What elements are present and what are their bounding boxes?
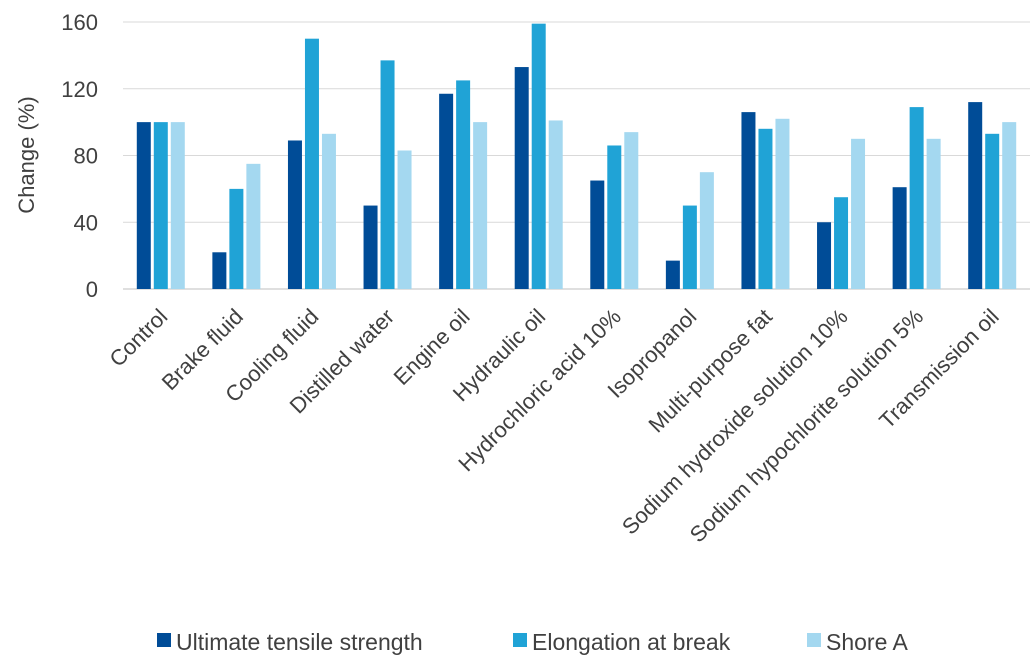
bar bbox=[397, 150, 412, 289]
legend-label: Ultimate tensile strength bbox=[176, 629, 423, 655]
y-tick-label: 80 bbox=[74, 144, 98, 169]
bar bbox=[590, 180, 605, 289]
bar bbox=[439, 93, 454, 289]
bar bbox=[363, 205, 378, 289]
bar bbox=[665, 260, 680, 289]
bar bbox=[985, 133, 1000, 289]
bar bbox=[170, 122, 185, 289]
bar bbox=[456, 80, 471, 289]
legend: Ultimate tensile strength Elongation at b… bbox=[157, 629, 908, 655]
bar bbox=[229, 188, 244, 289]
y-tick-label: 0 bbox=[86, 277, 98, 302]
bar bbox=[548, 120, 563, 289]
x-tick-label: Control bbox=[105, 304, 173, 372]
bars bbox=[136, 23, 1017, 290]
legend-swatch bbox=[157, 633, 171, 647]
bar bbox=[1002, 122, 1017, 289]
bar bbox=[775, 118, 790, 289]
bar bbox=[892, 187, 907, 289]
bar bbox=[321, 133, 336, 289]
bar bbox=[531, 23, 546, 289]
legend-label: Shore A bbox=[826, 629, 908, 655]
bar bbox=[834, 197, 849, 289]
grid-lines bbox=[123, 21, 1030, 290]
legend-swatch bbox=[807, 633, 821, 647]
bar bbox=[758, 128, 773, 289]
bar bbox=[926, 138, 941, 289]
bar bbox=[682, 205, 697, 289]
bar bbox=[699, 172, 714, 289]
legend-label: Elongation at break bbox=[532, 629, 731, 655]
bar bbox=[741, 112, 756, 289]
bar bbox=[817, 222, 832, 289]
bar bbox=[136, 122, 151, 289]
bar bbox=[304, 38, 319, 289]
bar bbox=[380, 60, 395, 289]
y-tick-label: 40 bbox=[74, 210, 98, 235]
bar bbox=[153, 122, 168, 289]
y-tick-label: 120 bbox=[61, 77, 98, 102]
y-tick-label: 160 bbox=[61, 10, 98, 35]
y-tick-labels: 0 40 80 120 160 bbox=[61, 10, 98, 302]
bar bbox=[212, 252, 227, 289]
bar bbox=[246, 163, 261, 289]
y-axis-label: Change (%) bbox=[14, 96, 39, 213]
bar bbox=[968, 102, 983, 289]
bar bbox=[909, 107, 924, 289]
bar bbox=[624, 132, 639, 289]
bar bbox=[607, 145, 622, 289]
bar bbox=[851, 138, 866, 289]
bar bbox=[514, 67, 529, 290]
bar bbox=[473, 122, 488, 289]
bar bbox=[287, 140, 302, 289]
legend-swatch bbox=[513, 633, 527, 647]
